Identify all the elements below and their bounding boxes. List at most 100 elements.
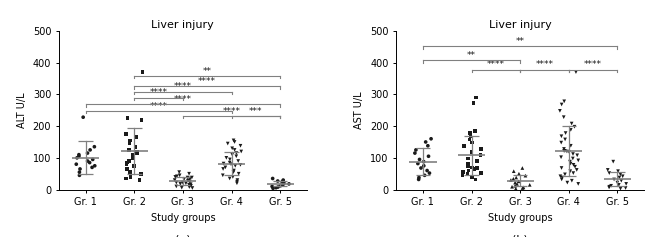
Point — [170, 175, 181, 179]
Point — [279, 181, 289, 185]
Point — [464, 137, 475, 141]
Point — [87, 165, 97, 169]
Point — [517, 166, 528, 170]
Title: Liver injury: Liver injury — [152, 20, 215, 30]
Point — [177, 181, 188, 185]
Point — [279, 181, 289, 185]
Point — [187, 186, 198, 190]
Point — [413, 162, 423, 165]
Point — [186, 182, 196, 186]
Point — [184, 177, 195, 180]
Point — [277, 183, 288, 187]
Point — [124, 148, 134, 152]
Point — [231, 154, 241, 158]
Point — [229, 169, 239, 173]
Point — [232, 178, 243, 182]
Point — [235, 163, 246, 167]
Point — [224, 158, 235, 161]
Point — [512, 182, 523, 186]
Point — [424, 171, 435, 175]
Point — [124, 159, 134, 163]
Point — [421, 140, 431, 144]
Point — [226, 162, 236, 166]
Point — [573, 159, 583, 162]
Point — [615, 187, 626, 191]
Point — [422, 144, 433, 148]
Point — [513, 179, 524, 183]
Point — [232, 180, 242, 183]
Text: **: ** — [203, 67, 212, 76]
Point — [227, 146, 237, 150]
Point — [130, 145, 141, 149]
Point — [218, 162, 229, 165]
Point — [614, 176, 625, 179]
Point — [572, 153, 583, 157]
Point — [565, 162, 576, 165]
Point — [559, 147, 569, 151]
Point — [570, 165, 580, 169]
Point — [562, 181, 572, 185]
Point — [457, 173, 468, 177]
Point — [520, 174, 530, 178]
Point — [560, 131, 571, 135]
Point — [555, 174, 566, 178]
Point — [475, 153, 486, 157]
Point — [124, 142, 135, 146]
Point — [423, 154, 434, 158]
Point — [230, 148, 240, 152]
Point — [74, 154, 84, 158]
Point — [121, 132, 131, 136]
Point — [88, 158, 98, 161]
Point — [273, 185, 283, 189]
Point — [71, 162, 82, 166]
Point — [419, 173, 430, 177]
Point — [74, 153, 84, 157]
Point — [559, 149, 569, 153]
Point — [232, 181, 242, 185]
Point — [602, 168, 613, 172]
Point — [235, 144, 246, 148]
Point — [414, 158, 424, 161]
Point — [127, 154, 137, 158]
Point — [462, 164, 473, 168]
Point — [475, 147, 486, 151]
Point — [267, 187, 278, 190]
Point — [560, 149, 570, 153]
Point — [462, 162, 473, 165]
Point — [604, 171, 615, 175]
Point — [469, 167, 479, 171]
Text: **: ** — [467, 51, 476, 60]
Point — [181, 181, 191, 185]
Point — [221, 156, 232, 160]
Point — [135, 172, 146, 176]
Point — [422, 169, 432, 173]
Point — [284, 182, 294, 186]
Point — [233, 172, 244, 176]
Point — [560, 137, 570, 141]
Point — [565, 169, 576, 173]
Point — [184, 180, 195, 183]
Point — [175, 173, 185, 177]
Point — [228, 138, 239, 142]
Point — [612, 181, 623, 185]
Point — [564, 150, 574, 154]
Point — [222, 142, 233, 146]
Point — [604, 186, 614, 189]
Point — [228, 175, 238, 179]
Point — [172, 174, 182, 178]
Point — [169, 178, 180, 182]
Point — [566, 122, 577, 125]
Point — [568, 171, 579, 175]
Point — [609, 178, 619, 181]
Point — [121, 177, 131, 180]
Point — [511, 187, 521, 191]
Point — [184, 183, 194, 187]
Point — [125, 138, 135, 142]
Point — [426, 137, 436, 141]
Point — [184, 185, 194, 189]
Point — [122, 162, 132, 166]
Point — [510, 181, 521, 185]
Text: ****: **** — [198, 77, 216, 86]
Point — [184, 177, 195, 181]
Point — [568, 157, 578, 160]
